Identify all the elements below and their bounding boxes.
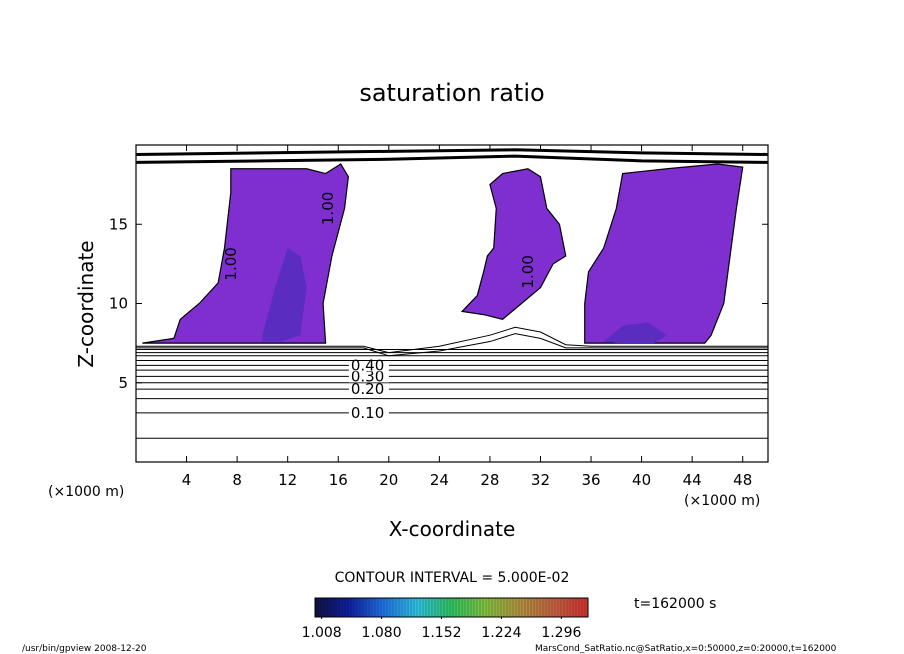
contour-label: 1.00 — [319, 192, 337, 225]
colorbar-tick-label: 1.080 — [362, 625, 402, 641]
contour-label: 0.10 — [351, 404, 384, 422]
contour-label: 1.00 — [222, 247, 240, 280]
x-tick-label: 28 — [480, 471, 499, 489]
chart-title: saturation ratio — [359, 79, 544, 107]
contour-line — [136, 333, 768, 357]
contour-line — [136, 326, 768, 354]
contour-label: 0.40 — [351, 356, 384, 374]
filled-region — [584, 163, 744, 344]
x-tick-label: 12 — [278, 471, 297, 489]
colorbar-tick-label: 1.224 — [481, 625, 521, 641]
colorbar-tick-label: 1.296 — [541, 625, 581, 641]
filled-region — [460, 168, 567, 321]
x-tick-label: 16 — [329, 471, 348, 489]
y-tick-label: 5 — [118, 374, 128, 392]
x-tick-label: 40 — [632, 471, 651, 489]
x-unit: (×1000 m) — [684, 493, 760, 509]
x-tick-label: 44 — [683, 471, 702, 489]
time-label: t=162000 s — [634, 596, 716, 612]
contour-label: 0.20 — [351, 380, 384, 398]
x-tick-label: 24 — [430, 471, 449, 489]
contour-line — [135, 148, 769, 157]
x-tick-label: 48 — [733, 471, 752, 489]
label-bg — [348, 383, 389, 396]
colorbar — [314, 597, 589, 618]
x-axis-label: X-coordinate — [389, 517, 516, 541]
x-tick-label: 8 — [232, 471, 242, 489]
x-tick-label: 36 — [581, 471, 600, 489]
contour-interval: CONTOUR INTERVAL = 5.000E-02 — [335, 570, 570, 586]
contour-label: 1.00 — [519, 255, 537, 288]
y-axis-label: Z-coordinate — [74, 240, 98, 367]
y-tick-label: 15 — [109, 215, 128, 233]
filled-region — [603, 322, 667, 344]
filled-region — [262, 248, 307, 342]
x-tick-label: 32 — [531, 471, 550, 489]
x-tick-label: 4 — [182, 471, 192, 489]
filled-region — [142, 163, 349, 344]
label-bg — [348, 370, 389, 383]
label-bg — [348, 406, 389, 419]
x-unit: (×1000 m) — [48, 484, 124, 500]
contour-label: 0.30 — [351, 367, 384, 385]
label-bg — [348, 359, 389, 372]
contour-line — [135, 154, 769, 164]
colorbar-tick-label: 1.008 — [302, 625, 342, 641]
x-tick-label: 20 — [379, 471, 398, 489]
footer-left: /usr/bin/gpview 2008-12-20 — [22, 644, 147, 654]
y-tick-label: 10 — [109, 295, 128, 313]
footer-right: MarsCond_SatRatio.nc@SatRatio,x=0:50000,… — [535, 644, 837, 654]
colorbar-tick-label: 1.152 — [421, 625, 461, 641]
